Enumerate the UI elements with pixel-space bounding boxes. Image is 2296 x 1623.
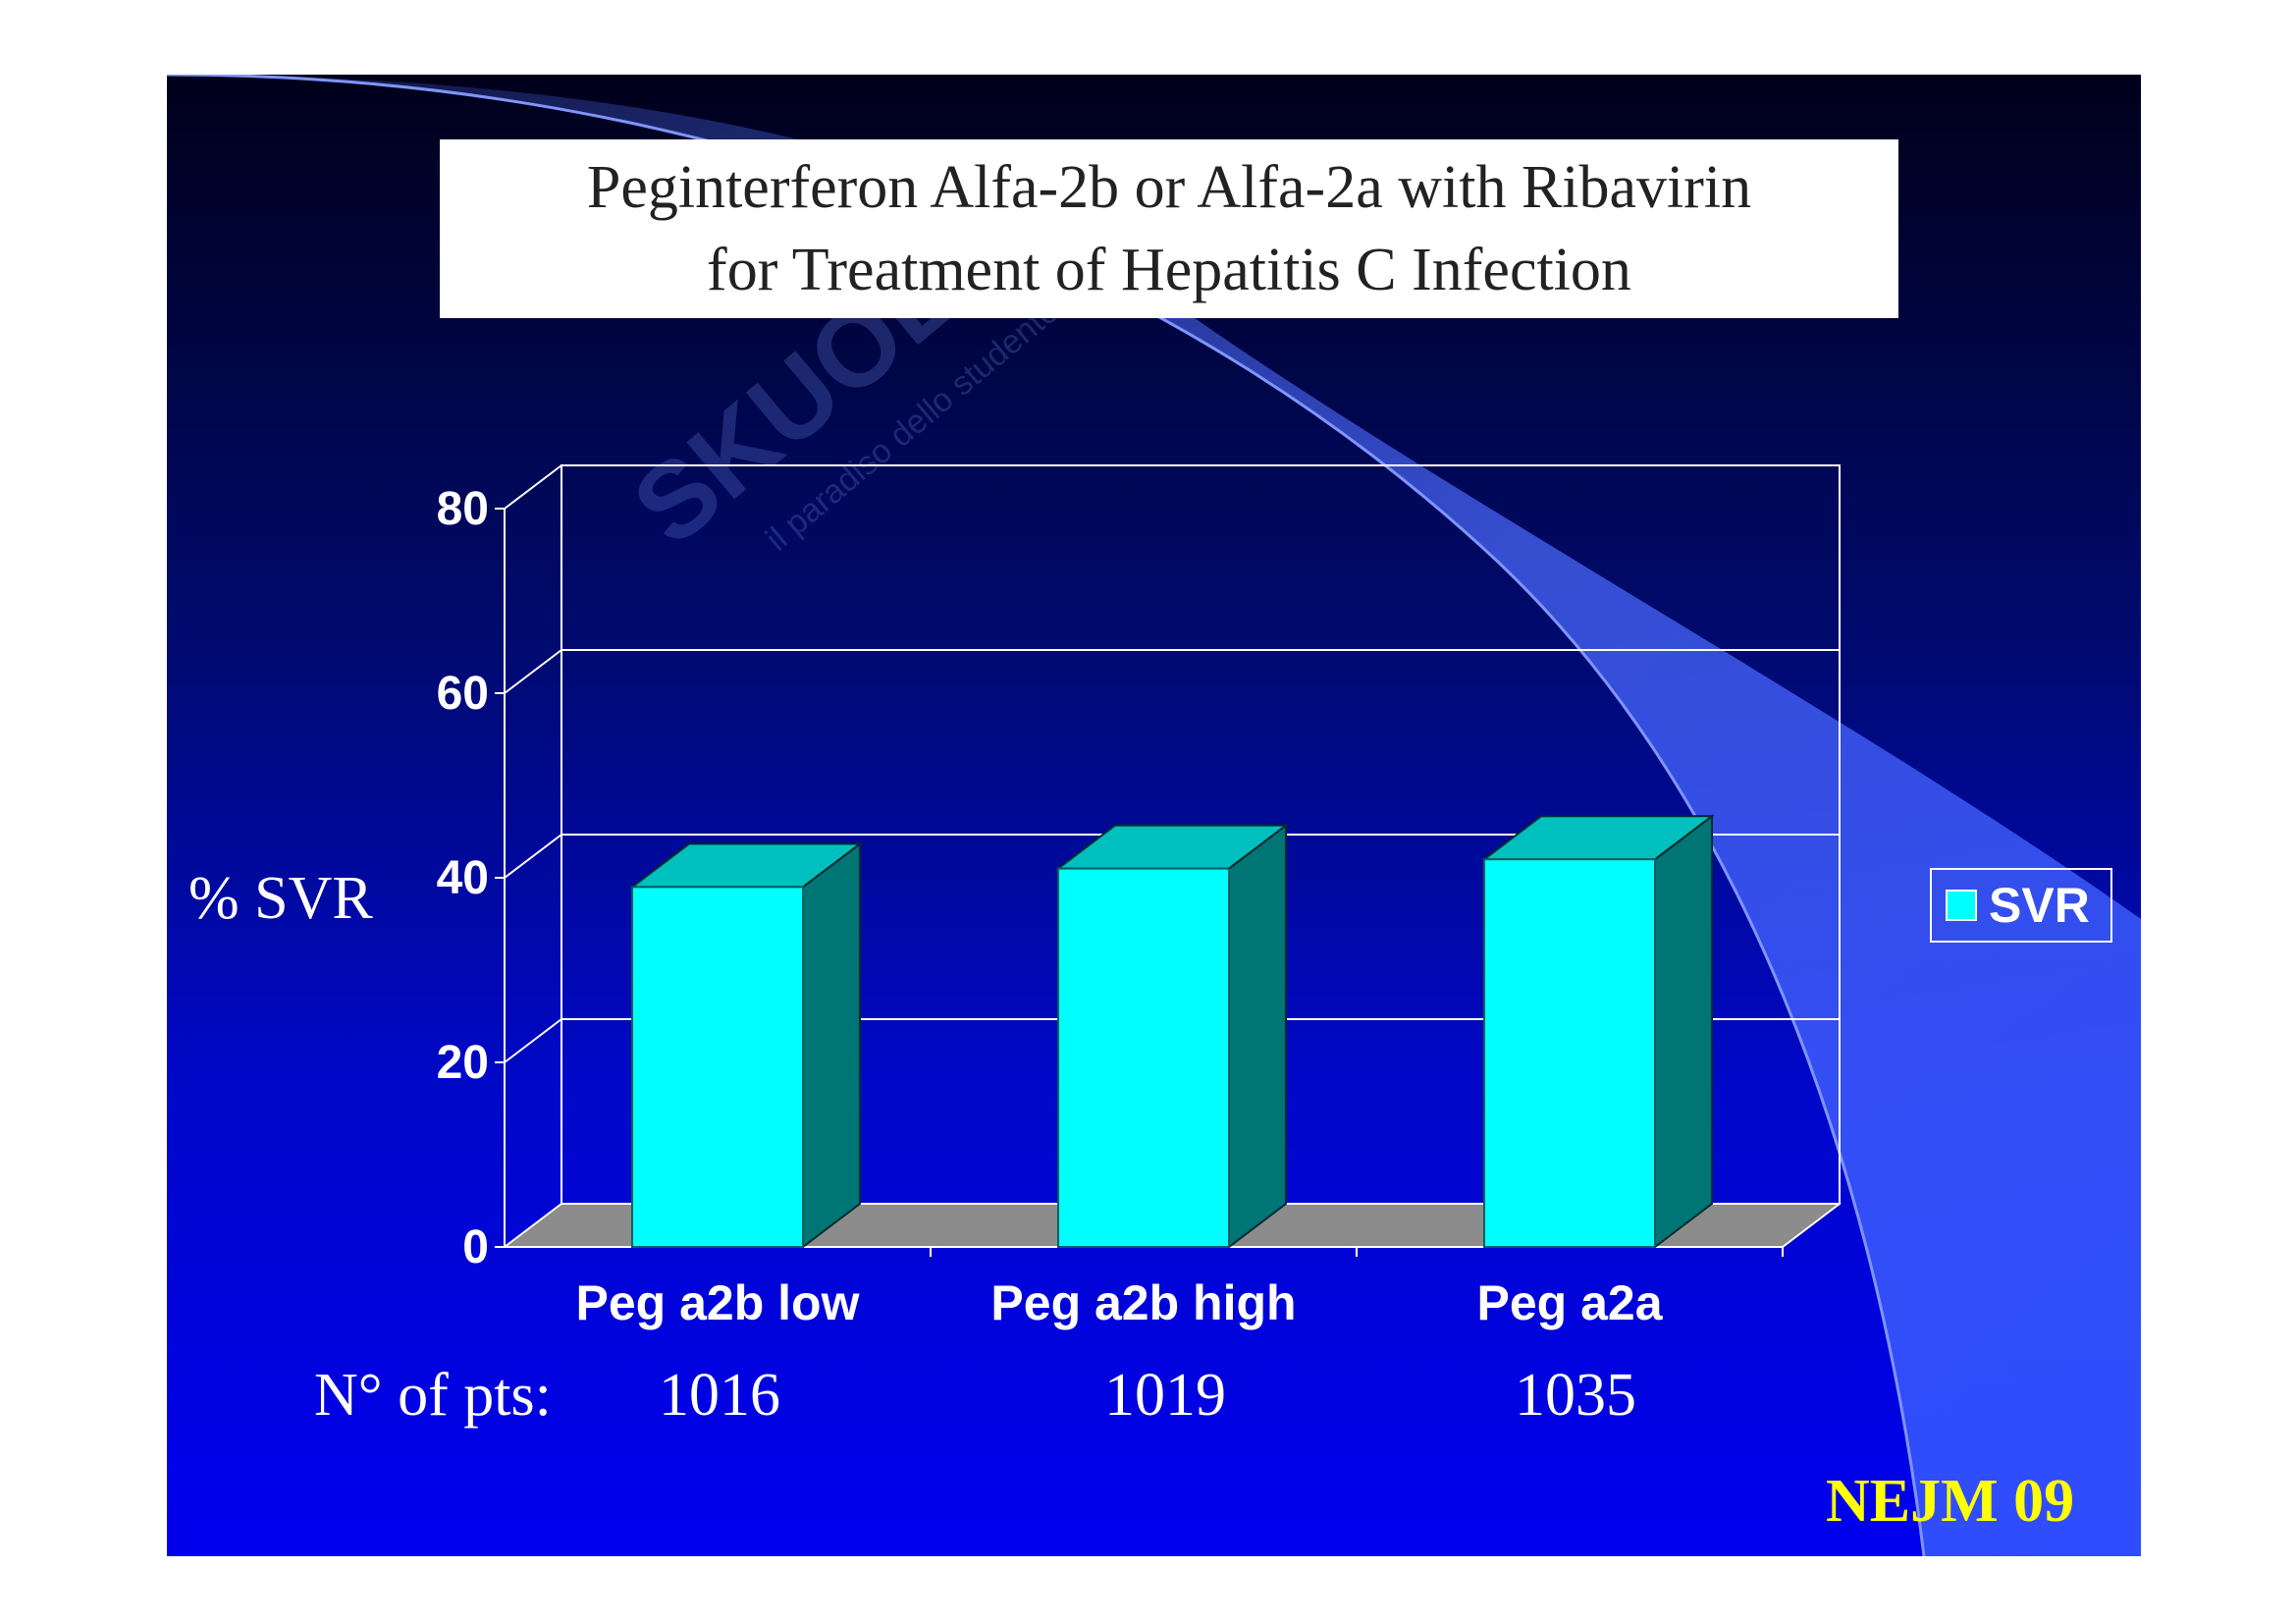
- bar-1: [631, 886, 804, 1249]
- gridline-side: [504, 1018, 562, 1063]
- slide: SKUOLA.NET il paradiso dello studente Pe…: [167, 75, 2141, 1556]
- patients-label: N° of pts:: [314, 1362, 552, 1429]
- x-category-label: Peg a2b low: [576, 1275, 860, 1330]
- bar-side-2: [1228, 823, 1287, 1250]
- bar-3: [1483, 858, 1656, 1248]
- y-tick-label: 80: [437, 483, 489, 535]
- y-tick-label: 0: [462, 1221, 489, 1273]
- gridline-side: [504, 649, 562, 694]
- x-category-label: Peg a2a: [1476, 1275, 1663, 1330]
- floor-right-edge: [1782, 1203, 1841, 1248]
- bar-side-3: [1654, 814, 1713, 1250]
- source-citation: NEJM 09: [1826, 1468, 2075, 1535]
- gridline-side: [504, 464, 562, 510]
- title-line-1: Peginterferon Alfa-2b or Alfa-2a with Ri…: [586, 154, 1752, 221]
- gridline-side: [504, 1203, 562, 1248]
- bar-side-1: [802, 841, 861, 1250]
- title-line-2: for Treatment of Hepatitis C Infection: [707, 237, 1631, 303]
- x-category-label: Peg a2b high: [990, 1275, 1296, 1330]
- patients-count-2: 1019: [1104, 1362, 1226, 1429]
- y-axis-label: % SVR: [188, 865, 373, 932]
- bar-2: [1057, 867, 1230, 1248]
- bar-chart: 0 20 40 60 80 Peg a2b low Peg a2b high Peg a2a: [437, 464, 1842, 1330]
- y-tick-label: 40: [437, 852, 489, 904]
- legend-swatch: [1946, 890, 1977, 921]
- legend-label: SVR: [1989, 878, 2090, 933]
- patients-count-1: 1016: [659, 1362, 780, 1429]
- y-tick-label: 20: [437, 1037, 489, 1089]
- legend: SVR: [1930, 868, 2112, 943]
- patients-count-3: 1035: [1515, 1362, 1636, 1429]
- title-box: Peginterferon Alfa-2b or Alfa-2a with Ri…: [440, 139, 1898, 318]
- gridline-side: [504, 834, 562, 879]
- y-tick-label: 60: [437, 668, 489, 720]
